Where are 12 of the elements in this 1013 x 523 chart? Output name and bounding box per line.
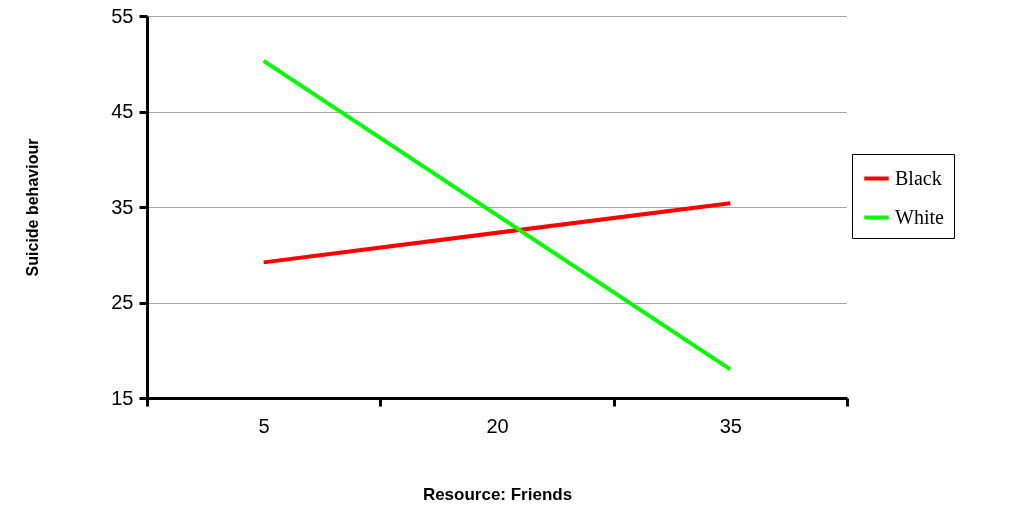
- legend-label: White: [895, 205, 944, 228]
- y-tick-label: 45: [111, 100, 134, 122]
- legend-label: Black: [895, 166, 942, 189]
- y-tick-label: 25: [111, 291, 134, 313]
- y-tick-label: 35: [111, 195, 134, 218]
- y-axis-title: Suicide behaviour: [24, 138, 42, 277]
- y-tick-label: 55: [111, 4, 134, 27]
- y-tick-label: 15: [111, 386, 134, 409]
- x-tick-label: 20: [486, 414, 509, 437]
- x-tick-label: 5: [258, 414, 270, 437]
- x-tick-label: 35: [719, 414, 742, 437]
- x-axis-title: Resource: Friends: [422, 484, 573, 504]
